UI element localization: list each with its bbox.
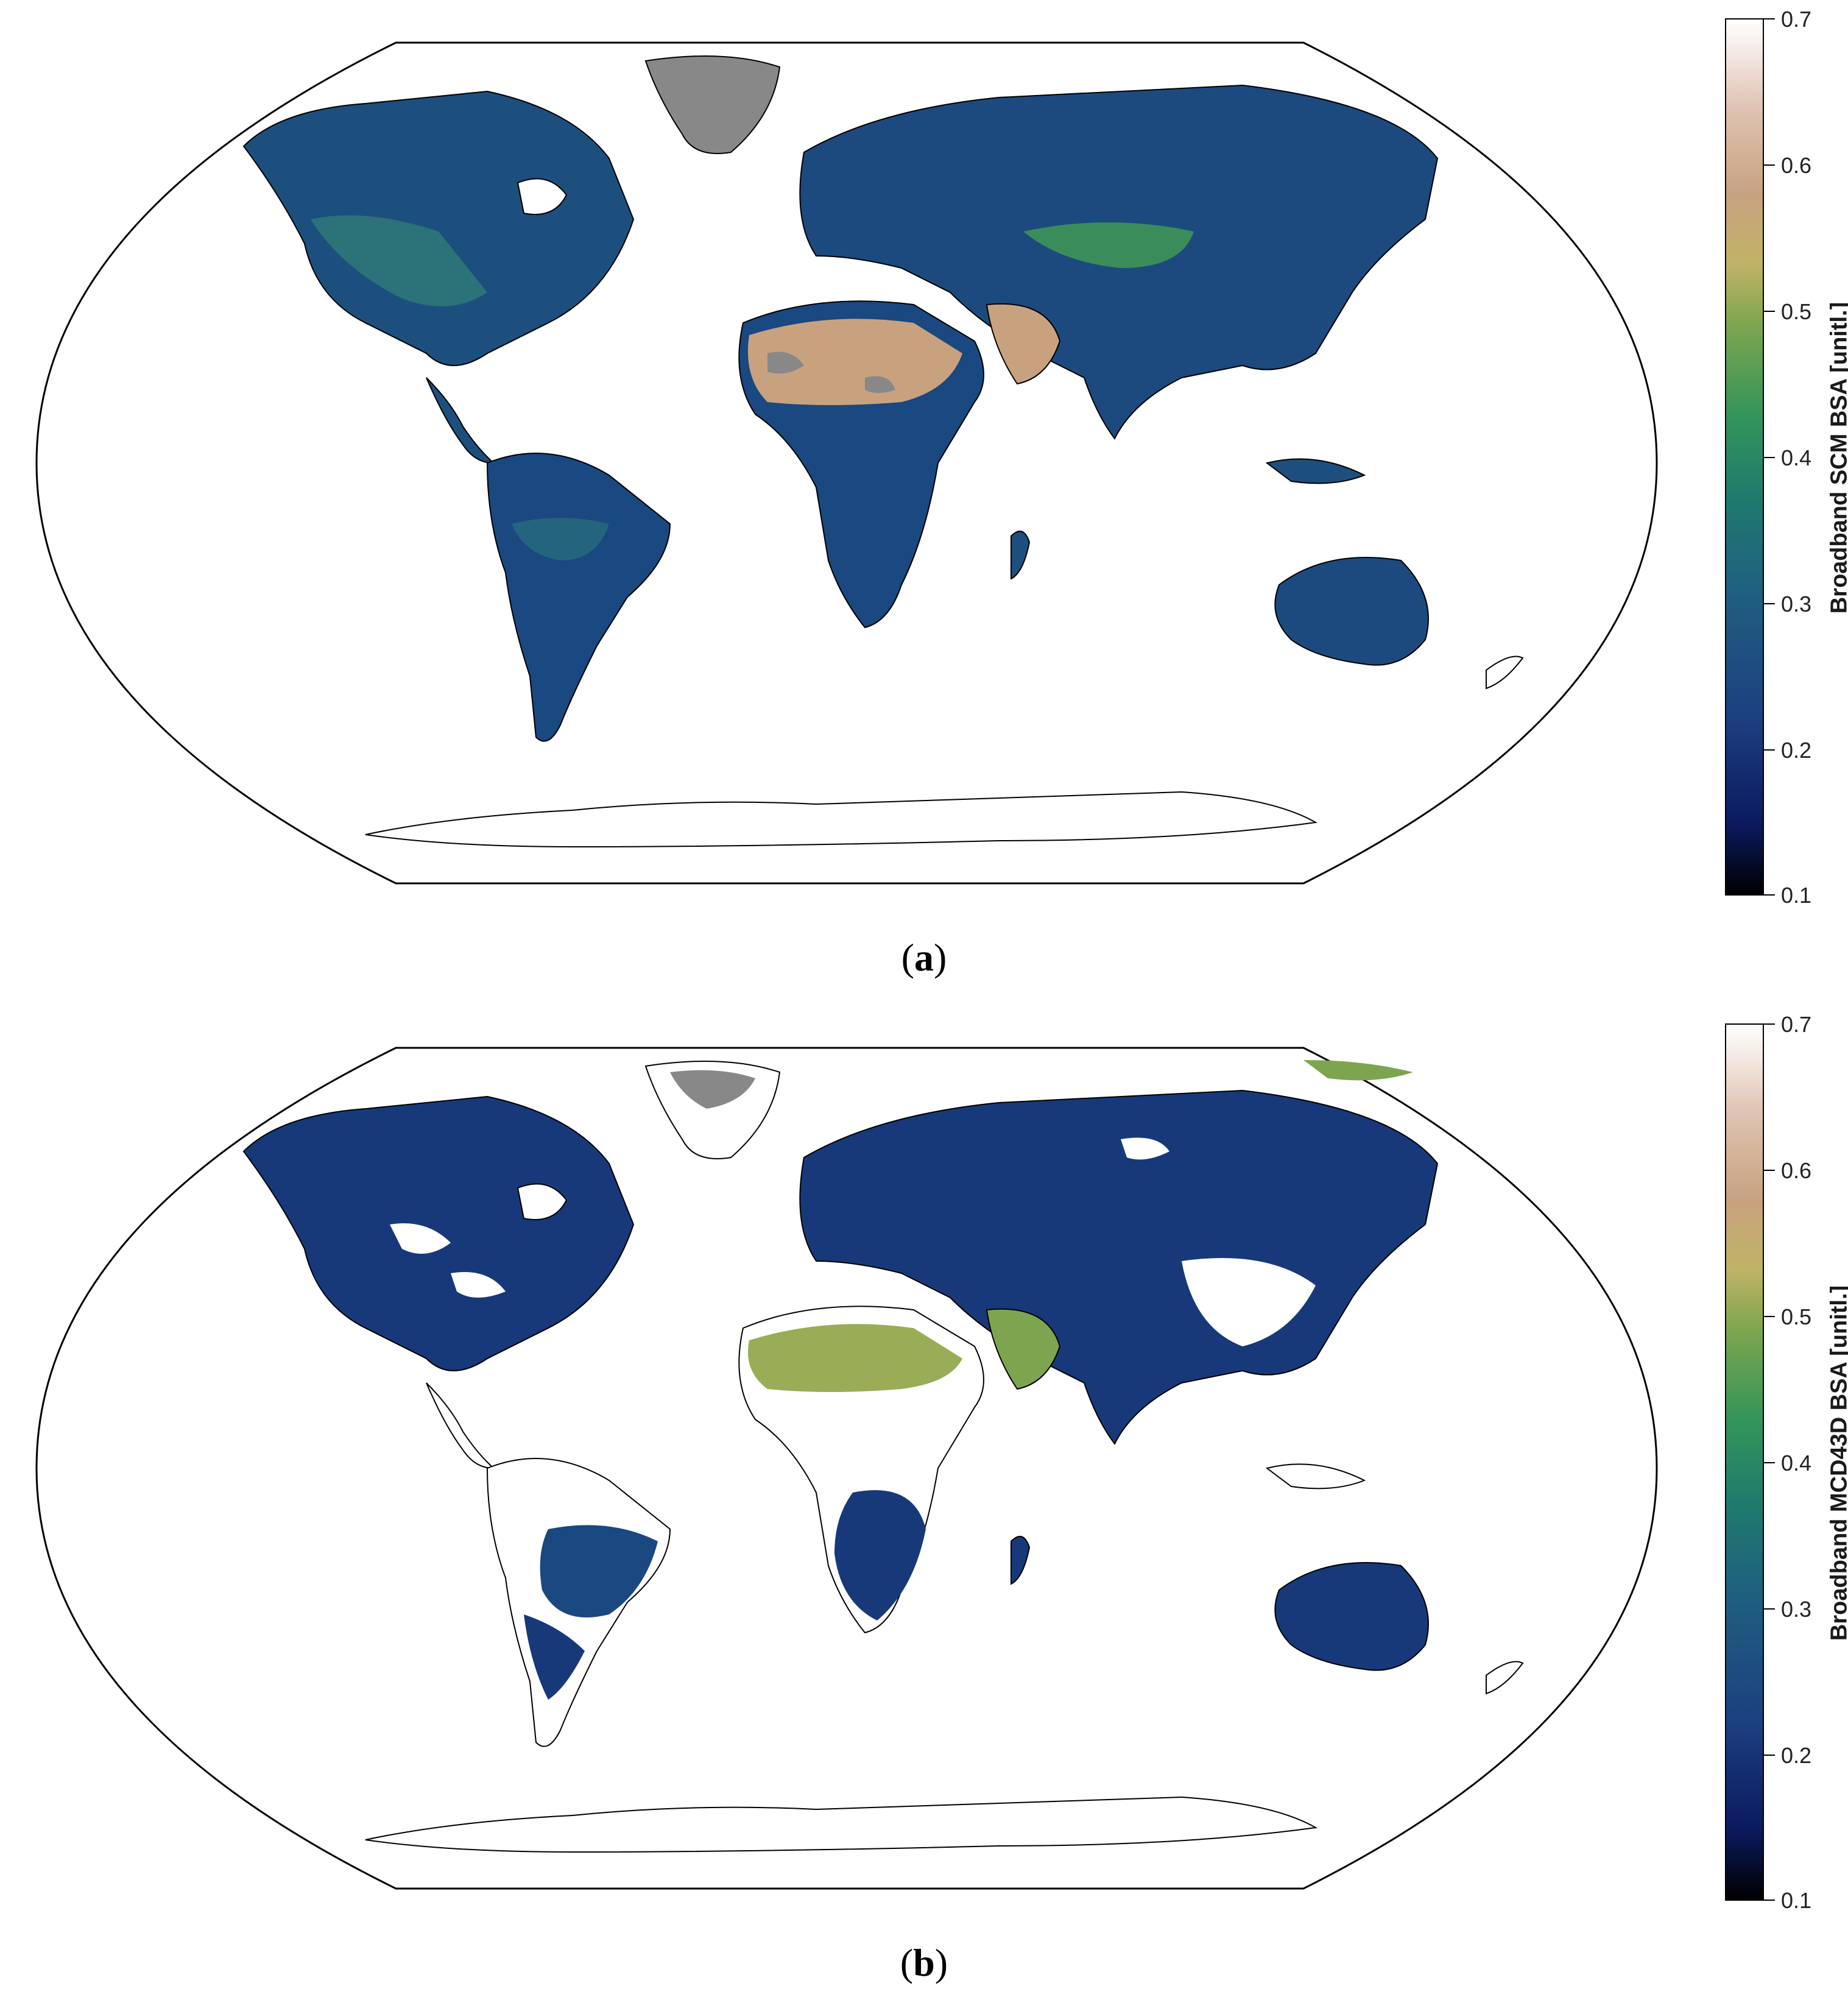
colorbar-a	[1725, 18, 1764, 896]
antarctica	[365, 1796, 1318, 1853]
panel-a: 0.7 0.6 0.5 0.4 0.3 0.2 0.1 Broadband SC…	[0, 0, 1848, 1005]
tick-mark	[1764, 1900, 1775, 1901]
madagascar	[1010, 1536, 1031, 1585]
sahara	[748, 1324, 962, 1392]
north-america	[242, 90, 635, 366]
new-zealand	[1486, 656, 1524, 690]
tick-mark	[1764, 1316, 1775, 1317]
colorbar-b	[1725, 1023, 1764, 1901]
new-zealand	[1486, 1661, 1524, 1695]
world-map-b	[35, 1047, 1658, 1890]
tick-mark	[1764, 1755, 1775, 1756]
indonesia	[1265, 458, 1366, 484]
eurasia	[799, 1089, 1439, 1445]
hudson-bay	[517, 1183, 568, 1220]
tick-mark	[1764, 1023, 1775, 1025]
tick-label: 0.4	[1781, 445, 1812, 470]
tick-label: 0.6	[1781, 1158, 1812, 1183]
tick-label: 0.3	[1781, 592, 1812, 617]
tick-mark	[1764, 457, 1775, 458]
tick-mark	[1764, 749, 1775, 751]
tick-label: 0.1	[1781, 883, 1812, 908]
tick-label: 0.4	[1781, 1451, 1812, 1476]
tick-label: 0.3	[1781, 1597, 1812, 1622]
arabia	[986, 1308, 1061, 1390]
tick-mark	[1764, 603, 1775, 604]
tick-label: 0.5	[1781, 1304, 1812, 1329]
tick-label: 0.6	[1781, 153, 1812, 178]
caption-a: (a)	[901, 936, 947, 979]
arabia	[986, 303, 1061, 385]
tick-mark	[1764, 1608, 1775, 1610]
tick-label: 0.5	[1781, 299, 1812, 324]
tick-label: 0.2	[1781, 1743, 1812, 1768]
tick-mark	[1764, 894, 1775, 896]
colorbar-title-a: Broadband SCM BSA [unitl.]	[1826, 302, 1848, 614]
indonesia	[1265, 1463, 1366, 1490]
tick-mark	[1764, 164, 1775, 166]
panel-b: 0.7 0.6 0.5 0.4 0.3 0.2 0.1 Broadband MC…	[0, 1005, 1848, 2010]
colorbar-title-b: Broadband MCD43D BSA [unitl.]	[1826, 1285, 1848, 1641]
tick-label: 0.7	[1781, 7, 1812, 32]
greenland	[644, 55, 781, 154]
australia	[1274, 557, 1429, 666]
hudson-bay	[517, 178, 568, 215]
caption-b: (b)	[900, 1941, 948, 1984]
tick-label: 0.7	[1781, 1012, 1812, 1037]
central-america	[426, 1382, 495, 1469]
sahara	[748, 319, 962, 405]
tick-label: 0.2	[1781, 738, 1812, 763]
madagascar	[1010, 531, 1031, 580]
tick-mark	[1764, 1170, 1775, 1171]
tick-mark	[1764, 18, 1775, 19]
tick-mark	[1764, 311, 1775, 312]
tick-mark	[1764, 1462, 1775, 1463]
world-map-a	[35, 41, 1658, 885]
central-america	[426, 377, 495, 464]
tick-label: 0.1	[1781, 1888, 1812, 1913]
antarctica	[365, 791, 1318, 848]
australia	[1274, 1562, 1429, 1671]
